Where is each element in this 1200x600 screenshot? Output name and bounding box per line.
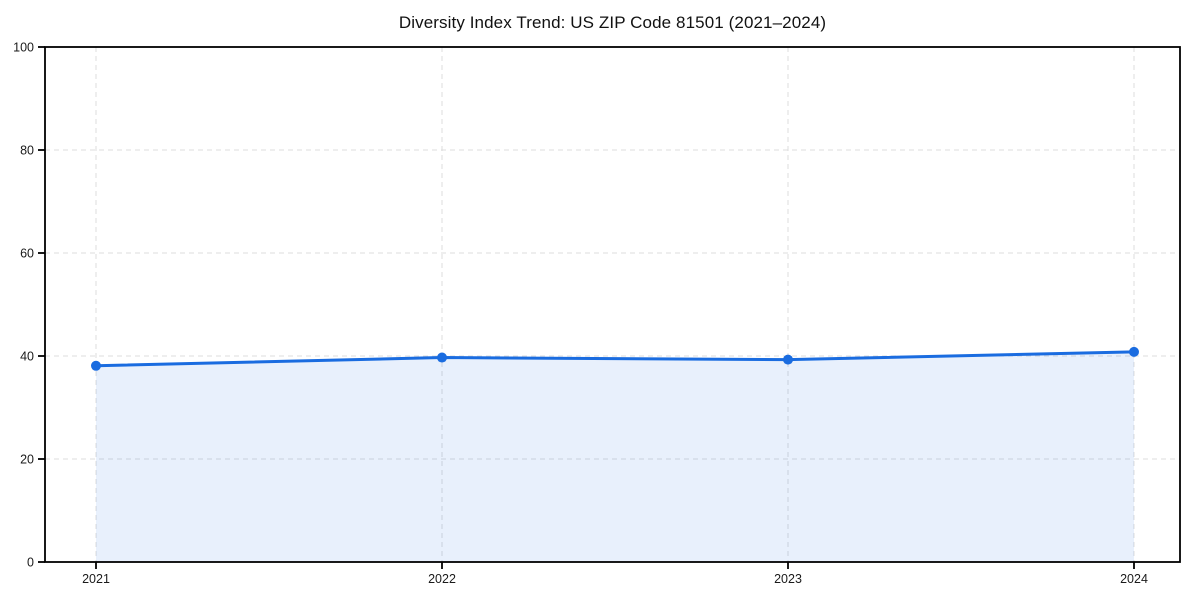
data-point-2022 [437,352,447,363]
area-fill [96,351,1134,562]
data-point-2024 [1129,346,1139,357]
data-point-2023 [783,354,793,365]
y-tick-label: 60 [20,247,34,261]
y-tick-label: 0 [27,556,34,570]
y-tick-label: 80 [20,144,34,158]
y-tick-label: 100 [13,41,34,55]
chart-title: Diversity Index Trend: US ZIP Code 81501… [398,13,827,32]
y-tick-label: 40 [20,350,34,364]
trend-line [94,350,1136,368]
x-tick-label: 2024 [1120,572,1148,586]
y-tick-label: 20 [20,453,34,467]
plot-frame [44,46,1181,563]
x-tick-label: 2022 [428,572,456,586]
data-point-2021 [91,360,101,371]
x-tick-label: 2023 [774,572,802,586]
x-tick-label: 2021 [82,572,110,586]
